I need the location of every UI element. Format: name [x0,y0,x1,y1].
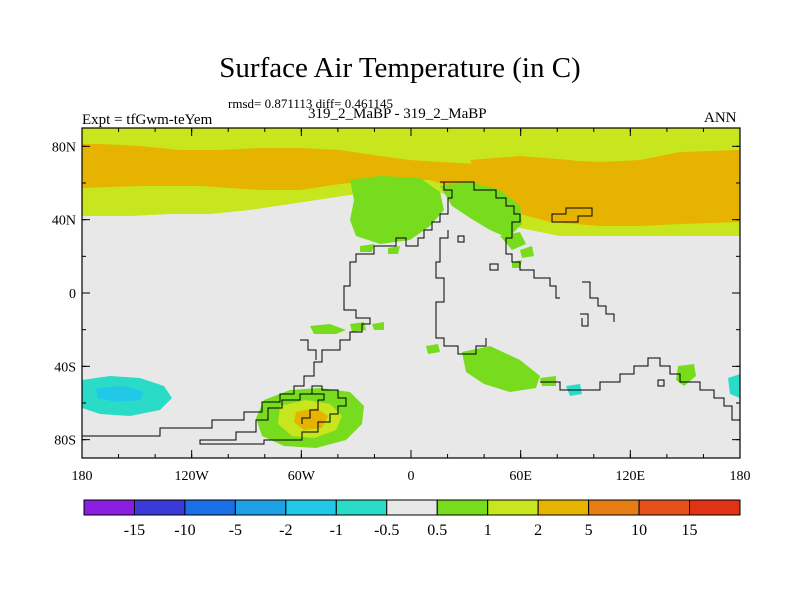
region-cyan-south-pacific-inner [96,386,144,402]
coastline-africa-eurasia [442,181,560,299]
coastline-small-3 [657,379,665,387]
region-green-ne-pac [520,246,534,258]
x-tick-label: 0 [408,469,415,484]
region-green-australia [676,364,696,386]
region-green-tropic-4 [426,344,440,354]
region-yellow-belt [82,180,740,236]
coastline-india [582,281,615,322]
coastline-small-2 [489,263,499,271]
colorbar-labels: -15 -10 -5 -2 -1 -0.5 0.5 1 2 5 10 15 [124,522,698,539]
region-orange-asia [470,156,690,212]
colorbar-label: 0.5 [427,522,447,539]
case-label: 319_2_MaBP - 319_2_MaBP [308,106,487,122]
y-axis: 80N 40N 0 40S 80S [52,140,740,449]
region-green-europe [440,182,522,238]
colorbar-box [234,499,287,516]
experiment-label: Expt = tfGwm-teYem [82,112,213,128]
region-green-south-africa [462,346,540,392]
x-tick-label: 120W [175,469,210,484]
x-tick-label: 120E [616,469,646,484]
colorbar-box [689,499,741,516]
region-green-north-atlantic [350,176,444,244]
coastline-southeast-asia [580,313,589,327]
region-green-asia-small [500,232,526,250]
coastline-small-1 [457,235,465,243]
colorbar-label: 2 [534,522,542,539]
colorbar-box [133,499,186,516]
colorbar-box [83,499,135,516]
x-tick-label: 180 [730,469,751,484]
colorbar-label: -1 [330,522,343,539]
coastline-americas [82,181,453,437]
coastline-antarctica [199,385,347,445]
colorbar-label: -15 [124,522,145,539]
colorbar-label: -10 [174,522,195,539]
coastline-antarctic-peninsula [301,393,325,424]
colorbar-label: 15 [682,522,698,539]
colorbar-box [335,499,388,516]
colorbar-box [638,499,691,516]
colorbar-label: 10 [631,522,647,539]
coastline-south-america-tip [300,339,317,360]
colorbar-label: -5 [229,522,242,539]
colorbar-box [436,499,489,516]
region-green-south-spot [540,376,556,386]
region-cyan-east-edge [728,374,740,398]
x-tick-label: 60E [509,469,532,484]
coastline-greenland-box [551,207,593,223]
region-green-tropic-1 [310,324,346,334]
colorbar-box [285,499,337,516]
colorbar-boxes [83,499,741,516]
chart-title: Surface Air Temperature (in C) [219,52,581,84]
y-tick-label: 80S [54,434,76,449]
coastlines [82,181,740,445]
colorbar-box [588,499,640,516]
colorbar-label: -2 [279,522,292,539]
colorbar-box [537,499,590,516]
x-axis: 180 120W 60W 0 60E 120E 180 [72,128,751,484]
region-green-tropic-3 [372,322,384,330]
y-tick-label: 0 [69,287,76,302]
y-tick-label: 40N [52,214,76,229]
season-label: ANN [704,110,737,126]
x-tick-label: 180 [72,469,93,484]
y-tick-label: 80N [52,140,76,155]
region-orange-antarctic [294,408,328,430]
stats-line: rmsd= 0.871113 diff= 0.461145 [228,96,394,111]
colorbar-label: 1 [484,522,492,539]
region-green-spot-1 [360,244,374,252]
region-green-spot-2 [388,246,400,254]
colorbar-label: -0.5 [374,522,399,539]
colorbar-label: 5 [585,522,593,539]
colorbar-box [184,499,236,516]
colorbar-box [487,499,539,516]
region-yellow-polar [82,128,740,164]
y-tick-label: 40S [54,360,76,375]
coastline-africa-west [435,230,487,355]
x-tick-label: 60W [288,469,316,484]
coastline-east-antarctica [540,357,740,421]
colorbar-box [386,499,438,516]
